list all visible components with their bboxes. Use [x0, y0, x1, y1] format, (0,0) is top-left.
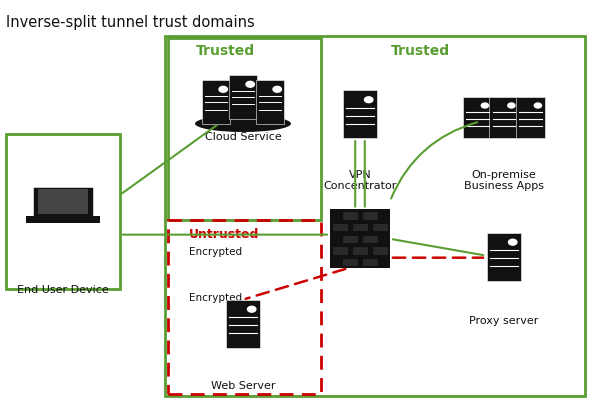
Bar [229, 75, 257, 119]
Text: Inverse-split tunnel trust domains: Inverse-split tunnel trust domains [6, 15, 255, 30]
Bar [362, 211, 378, 220]
Circle shape [273, 86, 281, 92]
Bar [202, 80, 230, 124]
Bar [352, 223, 368, 231]
FancyArrowPatch shape [122, 125, 217, 193]
Bar [165, 36, 585, 396]
Bar [342, 235, 358, 243]
Bar [343, 90, 377, 138]
Circle shape [365, 97, 373, 103]
Circle shape [508, 103, 515, 108]
Text: Web Server: Web Server [211, 381, 275, 391]
Bar [463, 97, 492, 138]
Text: Encrypted: Encrypted [189, 293, 242, 303]
Circle shape [246, 81, 254, 87]
Bar [342, 258, 358, 266]
Bar [226, 300, 260, 348]
Bar [38, 189, 88, 214]
Bar [362, 258, 378, 266]
Text: Untrusted: Untrusted [189, 228, 259, 241]
Bar [332, 223, 348, 231]
Bar [489, 97, 519, 138]
Bar [372, 223, 388, 231]
Text: End User Device: End User Device [17, 285, 109, 295]
Text: Trusted: Trusted [196, 44, 254, 58]
Circle shape [508, 239, 517, 245]
Bar [33, 187, 93, 217]
Bar [352, 246, 368, 255]
Text: Trusted: Trusted [391, 44, 449, 58]
Bar [6, 134, 120, 289]
Text: On-premise
Business Apps: On-premise Business Apps [464, 170, 544, 191]
Text: Proxy server: Proxy server [469, 316, 539, 326]
Ellipse shape [195, 115, 291, 132]
Circle shape [535, 103, 541, 108]
Bar [26, 216, 100, 223]
Bar [332, 246, 348, 255]
Circle shape [248, 306, 256, 312]
Circle shape [481, 103, 488, 108]
Bar [372, 246, 388, 255]
Text: Cloud Service: Cloud Service [205, 132, 281, 142]
Bar [168, 220, 321, 394]
Circle shape [219, 86, 227, 92]
Bar [362, 235, 378, 243]
Bar [330, 210, 390, 268]
Text: VPN
Concentrator: VPN Concentrator [323, 170, 397, 191]
Bar [516, 97, 545, 138]
Text: Encrypted: Encrypted [189, 247, 242, 257]
FancyArrowPatch shape [391, 122, 478, 199]
Bar [168, 38, 321, 220]
Bar [256, 80, 284, 124]
Bar [487, 233, 521, 281]
Bar [342, 211, 358, 220]
